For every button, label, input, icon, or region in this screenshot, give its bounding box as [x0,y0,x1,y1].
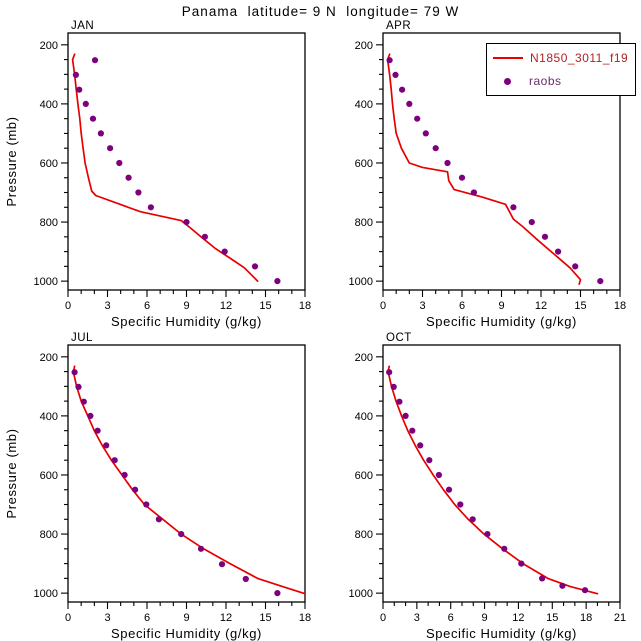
apr-raobs-dots [386,57,604,285]
y-tick-label: 400 [355,411,373,423]
x-tick-label: 6 [459,300,465,312]
x-tick-label: 12 [220,300,232,312]
y-tick-label: 1000 [34,588,58,600]
y-tick-label: 1000 [34,276,58,288]
plot-frame [382,344,621,603]
jul-model-line [72,365,306,595]
x-tick-label: 18 [614,300,626,312]
panel-month-label: JUL [71,332,93,344]
panel-month-label: OCT [386,332,412,344]
x-axis-title: Specific Humidity (g/kg) [111,626,262,641]
y-tick-label: 200 [40,40,58,52]
y-tick-label: 400 [40,411,58,423]
jul-raobs-dots [71,369,281,597]
x-tick-label: 12 [512,612,524,624]
x-tick-label: 18 [580,612,592,624]
x-tick-label: 6 [144,300,150,312]
x-tick-label: 3 [414,612,420,624]
obs-dot-sample-icon [504,77,511,85]
x-tick-label: 3 [104,612,110,624]
y-axis-title: Pressure (mb) [4,428,19,518]
x-tick-label: 21 [614,612,626,624]
x-tick-label: 0 [380,612,386,624]
legend-obs-label: raobs [529,74,562,88]
plot-frame [67,32,306,291]
x-tick-label: 0 [65,612,71,624]
x-tick-label: 18 [299,612,311,624]
y-tick-label: 600 [40,470,58,482]
y-tick-label: 600 [40,158,58,170]
x-tick-label: 15 [546,612,558,624]
panel-month-label: JAN [71,20,94,32]
y-tick-label: 800 [40,529,58,541]
panel-jul: 0 3 6 9 12 15 18 200 400 600 800 1000 JUL Specific Hu… [4,332,311,641]
panel-jan: 0 3 6 9 12 15 18 200 400 600 800 1000 JAN Specific Hu… [4,20,311,329]
panel-month-label: APR [386,20,411,32]
y-tick-label: 1000 [349,276,373,288]
legend-model-row: N1850_3011_f19 [493,51,629,65]
x-tick-label: 6 [144,612,150,624]
x-tick-label: 12 [220,612,232,624]
x-tick-label: 12 [535,300,547,312]
legend-model-label: N1850_3011_f19 [530,51,629,65]
y-tick-label: 400 [355,99,373,111]
x-tick-label: 15 [574,300,586,312]
y-tick-label: 600 [355,470,373,482]
x-tick-label: 15 [259,300,271,312]
y-tick-label: 600 [355,158,373,170]
jan-model-line [71,53,259,282]
panel-oct: 0 3 6 9 12 15 18 21 200 400 600 800 1000 OCT Specific … [349,332,627,641]
legend: N1850_3011_f19 raobs [486,43,636,96]
y-tick-label: 800 [40,217,58,229]
x-tick-label: 3 [419,300,425,312]
x-axis-title: Specific Humidity (g/kg) [426,626,577,641]
plot-frame [67,344,306,603]
x-tick-label: 0 [65,300,71,312]
y-tick-label: 800 [355,529,373,541]
x-tick-label: 6 [448,612,454,624]
x-axis-title: Specific Humidity (g/kg) [426,314,577,329]
x-tick-label: 0 [380,300,386,312]
x-tick-label: 15 [259,612,271,624]
legend-obs-row: raobs [493,74,629,88]
x-tick-label: 3 [104,300,110,312]
panel-apr: 0 3 6 9 12 15 18 200 400 600 800 1000 APR Specific Hu… [349,20,627,329]
model-line-sample-icon [493,57,523,59]
y-tick-label: 1000 [349,588,373,600]
x-tick-label: 9 [498,300,504,312]
oct-model-line [387,365,599,595]
x-tick-label: 9 [482,612,488,624]
x-axis-title: Specific Humidity (g/kg) [111,314,262,329]
y-tick-label: 400 [40,99,58,111]
y-tick-label: 200 [355,352,373,364]
x-tick-label: 9 [183,612,189,624]
x-tick-label: 18 [299,300,311,312]
y-tick-label: 200 [355,40,373,52]
oct-raobs-dots [386,369,589,594]
y-tick-label: 800 [355,217,373,229]
apr-model-line [386,53,582,285]
jan-raobs-dots [72,57,281,285]
y-axis-title: Pressure (mb) [4,116,19,206]
y-tick-label: 200 [40,352,58,364]
page-title: Panama latitude= 9 N longitude= 79 W [181,4,460,19]
x-tick-label: 9 [183,300,189,312]
